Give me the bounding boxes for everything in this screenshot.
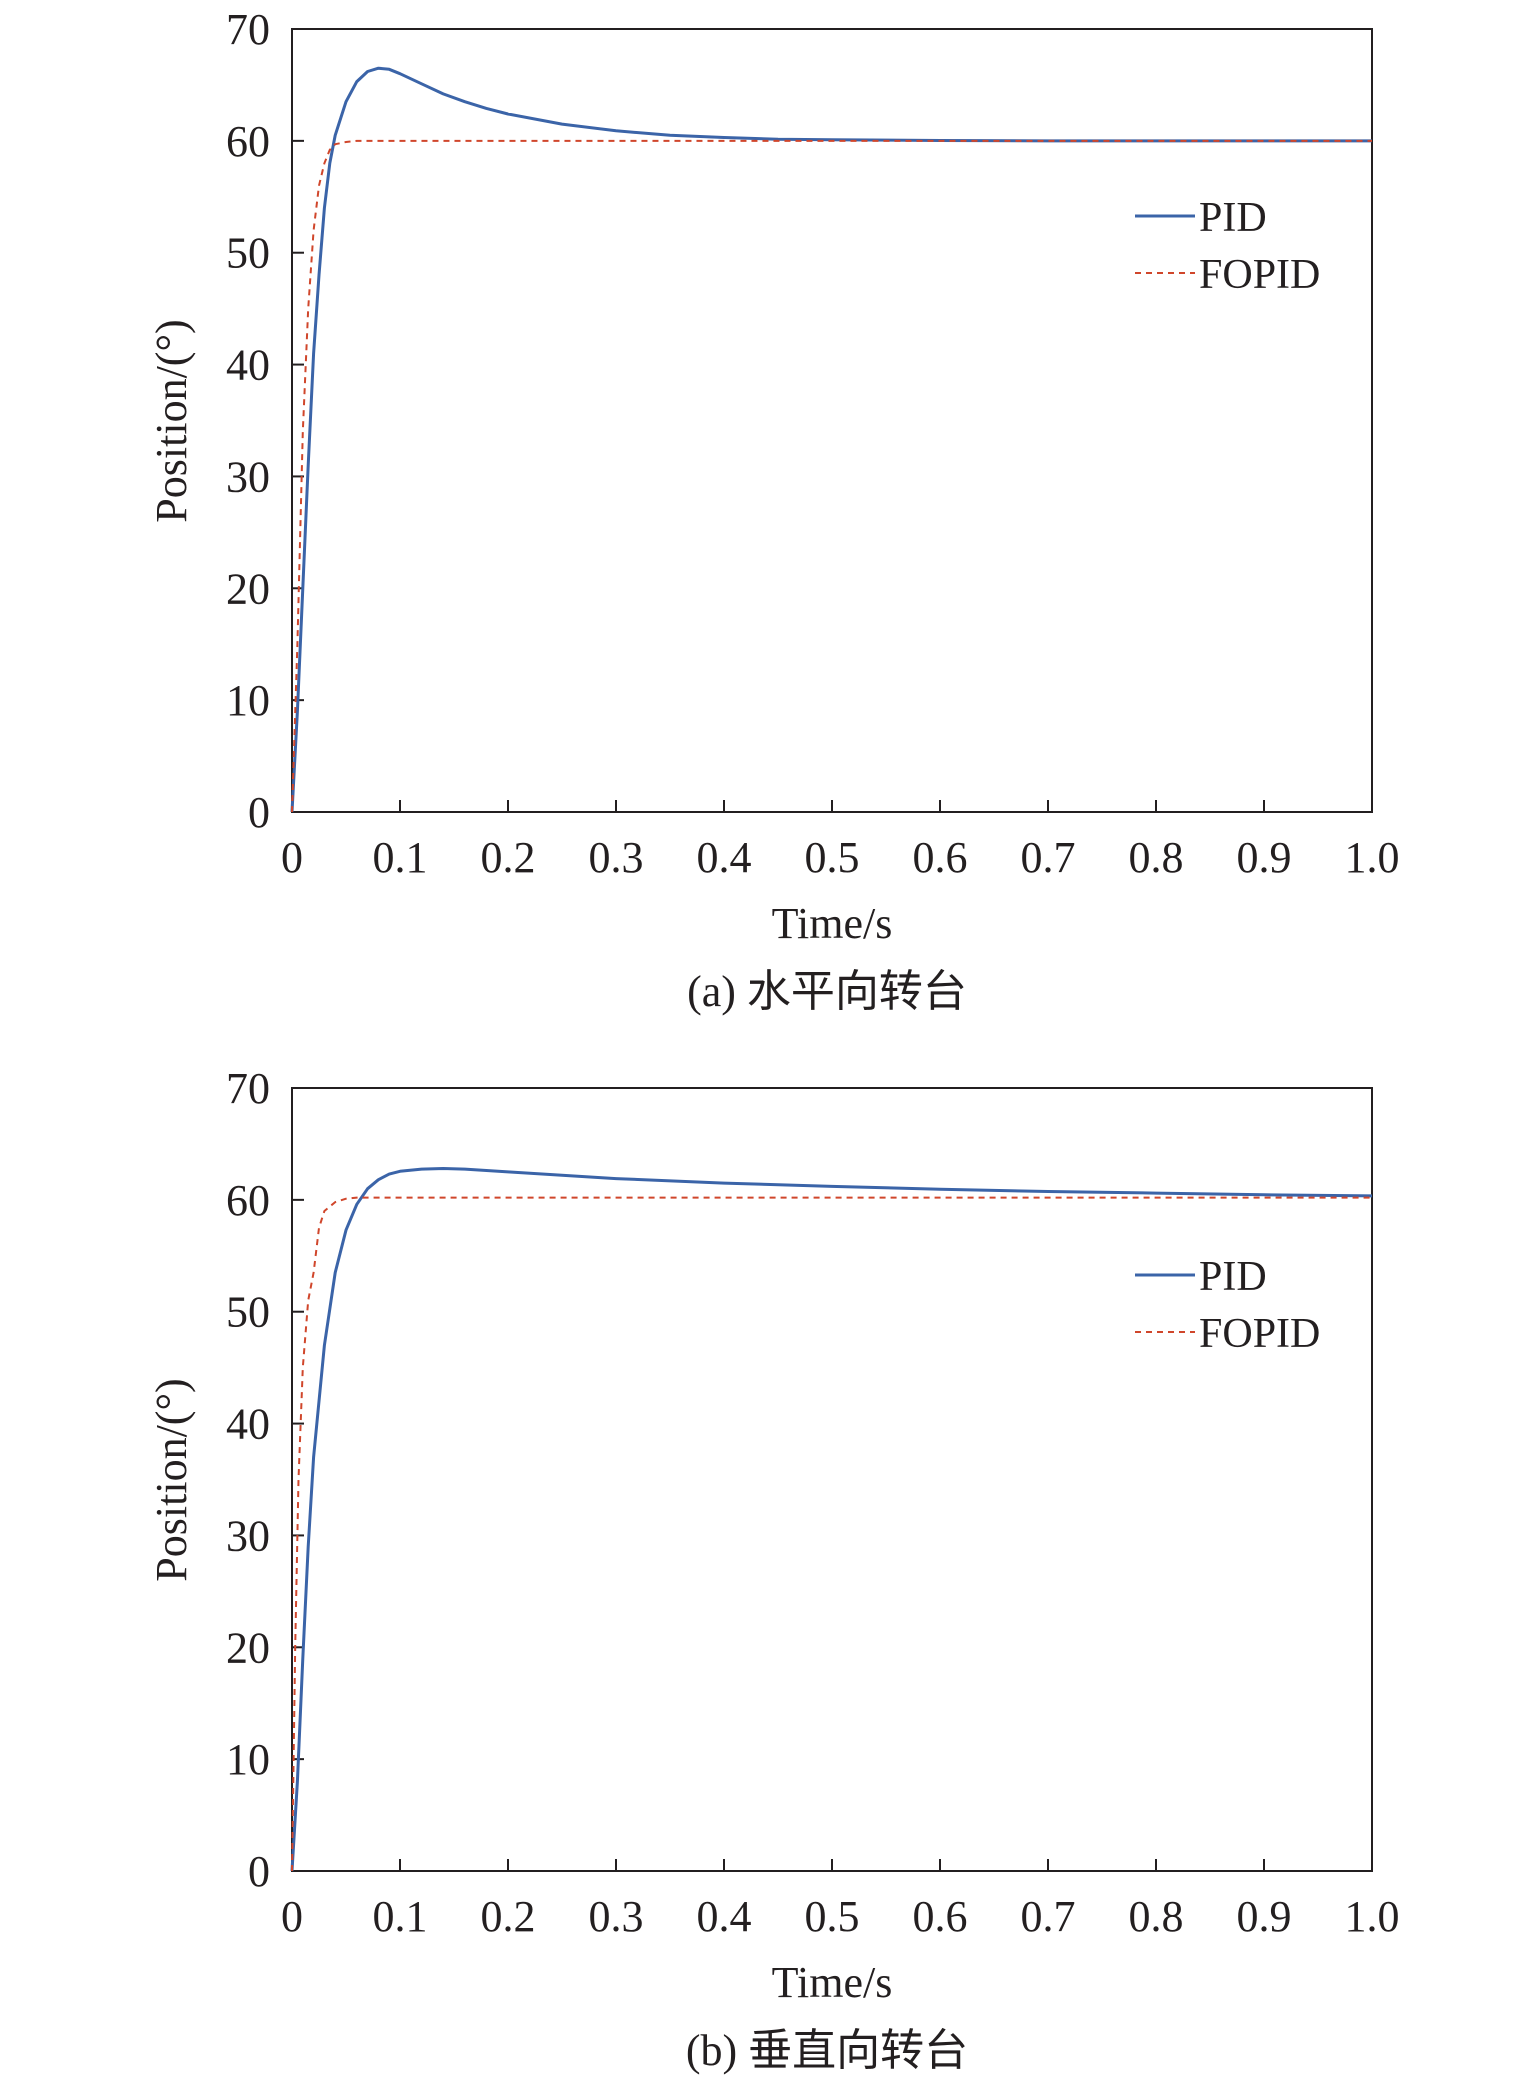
chart-b-legend-pid-label: PID	[1199, 1254, 1267, 1300]
chart-b-y-ticks: 0 10 20 30 40 50 60 70	[226, 1064, 304, 1896]
y-tick-label: 50	[226, 229, 270, 278]
x-tick-label: 0.5	[805, 833, 860, 882]
y-tick-label: 20	[226, 1623, 270, 1672]
y-tick-label: 40	[226, 341, 270, 390]
chart-b-x-ticks: 0 0.1 0.2 0.3 0.4 0.5 0.6 0.7 0.8 0.9 1.0	[281, 1859, 1400, 1941]
chart-a-caption: (a) 水平向转台	[687, 967, 967, 1016]
y-tick-label: 0	[248, 1847, 270, 1896]
x-tick-label: 0.2	[481, 833, 536, 882]
y-tick-label: 10	[226, 676, 270, 725]
chart-a: 0 0.1 0.2 0.3 0.4 0.5 0.6 0.7 0.8 0.9 1.0 0 10 20 30 4…	[147, 5, 1400, 1016]
x-tick-label: 0.6	[913, 1892, 968, 1941]
chart-b-caption: (b) 垂直向转台	[686, 2026, 968, 2075]
x-tick-label: 0.5	[805, 1892, 860, 1941]
chart-a-legend-fopid-label: FOPID	[1199, 252, 1320, 298]
series-line-fopid	[291, 139, 1372, 813]
x-tick-label: 0.1	[373, 1892, 428, 1941]
x-tick-label: 0.3	[589, 833, 644, 882]
x-tick-label: 0.4	[697, 833, 752, 882]
chart-a-legend: PID FOPID	[1135, 195, 1320, 298]
x-tick-label: 0.4	[697, 1892, 752, 1941]
x-tick-label: 0.9	[1237, 1892, 1292, 1941]
y-tick-label: 50	[226, 1288, 270, 1337]
chart-a-legend-pid-label: PID	[1199, 195, 1267, 241]
chart-a-y-axis-title: Position/(°)	[147, 319, 196, 522]
chart-a-y-ticks: 0 10 20 30 40 50 60 70	[226, 5, 304, 837]
y-tick-label: 30	[226, 452, 270, 501]
y-tick-label: 0	[248, 788, 270, 837]
chart-a-x-ticks: 0 0.1 0.2 0.3 0.4 0.5 0.6 0.7 0.8 0.9 1.0	[281, 800, 1400, 882]
x-tick-label: 0	[281, 833, 303, 882]
x-tick-label: 0.8	[1129, 833, 1184, 882]
x-tick-label: 0.6	[913, 833, 968, 882]
chart-b-legend-fopid-label: FOPID	[1199, 1311, 1320, 1357]
x-tick-label: 0.9	[1237, 833, 1292, 882]
y-tick-label: 10	[226, 1735, 270, 1784]
series-line-pid	[290, 1167, 1373, 1872]
y-tick-label: 30	[226, 1511, 270, 1560]
y-tick-label: 70	[226, 1064, 270, 1113]
chart-a-x-axis-title: Time/s	[772, 899, 893, 948]
x-tick-label: 0.3	[589, 1892, 644, 1941]
series-line-fopid	[291, 1196, 1372, 1872]
y-tick-label: 60	[226, 1176, 270, 1225]
x-tick-label: 0.7	[1021, 1892, 1076, 1941]
x-tick-label: 0.2	[481, 1892, 536, 1941]
x-tick-label: 1.0	[1345, 1892, 1400, 1941]
y-tick-label: 20	[226, 564, 270, 613]
chart-b-y-axis-title: Position/(°)	[147, 1378, 196, 1581]
x-tick-label: 0.7	[1021, 833, 1076, 882]
x-tick-label: 0.8	[1129, 1892, 1184, 1941]
chart-b-legend: PID FOPID	[1135, 1254, 1320, 1357]
x-tick-label: 0.1	[373, 833, 428, 882]
chart-b-series	[290, 1167, 1373, 1872]
chart-b-x-axis-title: Time/s	[772, 1958, 893, 2007]
chart-b-plot-frame	[291, 1087, 1373, 1872]
chart-a-series	[290, 66, 1372, 813]
y-tick-label: 70	[226, 5, 270, 54]
chart-a-plot-frame	[291, 28, 1373, 813]
x-tick-label: 1.0	[1345, 833, 1400, 882]
chart-b: 0 0.1 0.2 0.3 0.4 0.5 0.6 0.7 0.8 0.9 1.0 0 10 20 30 4…	[147, 1064, 1400, 2075]
y-tick-label: 40	[226, 1400, 270, 1449]
series-line-pid	[290, 66, 1372, 813]
x-tick-label: 0	[281, 1892, 303, 1941]
y-tick-label: 60	[226, 117, 270, 166]
